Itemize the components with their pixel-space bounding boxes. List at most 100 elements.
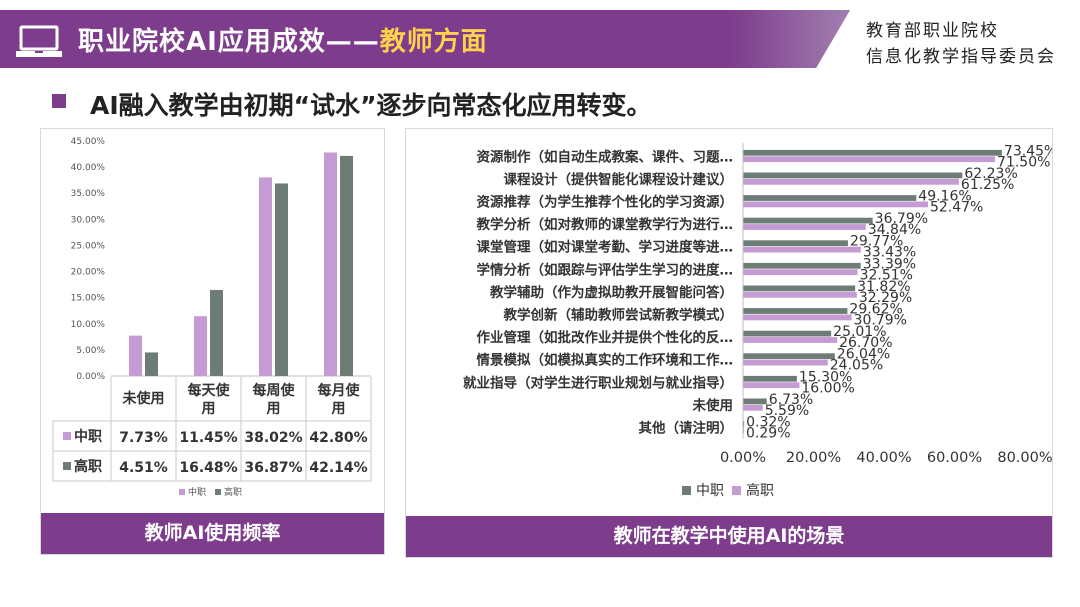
- table-row-label: 高职: [74, 458, 102, 475]
- data-label-zhongzhi: 29.77%: [850, 234, 903, 250]
- bar-zhongzhi: [743, 421, 745, 427]
- data-label-gaozhi: 33.43%: [863, 245, 916, 261]
- data-label-gaozhi: 16.00%: [801, 380, 854, 396]
- bar-zhongzhi: [194, 316, 207, 376]
- category-label: 课程设计（提供智能化课程设计建议）: [504, 171, 734, 188]
- bar-zhongzhi: [129, 335, 142, 376]
- category-label: 教学创新（辅助教师尝试新教学模式）: [504, 307, 734, 324]
- frequency-chart-title: 教师AI使用频率: [41, 513, 384, 554]
- page-title: 职业院校AI应用成效——教师方面: [78, 21, 488, 58]
- y-tick-label: 15.00%: [71, 294, 106, 304]
- bar-gaozhi: [743, 291, 857, 298]
- x-tick-label: 40.00%: [856, 450, 911, 466]
- bar-gaozhi: [743, 246, 861, 253]
- category-label: 就业指导（对学生进行职业规划与就业指导）: [463, 374, 733, 391]
- y-tick-label: 25.00%: [71, 241, 106, 251]
- table-cell-value: 7.73%: [119, 430, 168, 446]
- data-label-gaozhi: 5.59%: [765, 403, 809, 419]
- table-cell-value: 16.48%: [179, 460, 237, 476]
- data-label-zhongzhi: 25.01%: [833, 324, 886, 340]
- scenario-chart: 资源制作（如自动生成教案、课件、习题… 73.45%71.50% 课程设计（提供智能…: [463, 143, 1057, 499]
- bar-zhongzhi: [743, 217, 873, 224]
- data-label-zhongzhi: 36.79%: [875, 211, 928, 227]
- bar-zhongzhi: [743, 330, 832, 337]
- data-label-gaozhi: 52.47%: [930, 200, 983, 216]
- legend-key-gaozhi: [732, 486, 741, 495]
- data-label-gaozhi: 32.51%: [860, 267, 913, 283]
- y-tick-label: 45.00%: [71, 137, 106, 147]
- bullet-square: [52, 94, 66, 108]
- header-band: [0, 10, 850, 68]
- category-label: 课堂管理（如对课堂考勤、学习进度等进…: [477, 239, 734, 256]
- bar-zhongzhi: [743, 285, 856, 292]
- category-label: 未使用: [693, 397, 734, 414]
- table-cell-value: 38.02%: [244, 430, 302, 446]
- bar-zhongzhi: [743, 240, 848, 247]
- bar-gaozhi: [210, 289, 223, 376]
- x-tick-label: 0.00%: [720, 450, 766, 466]
- y-tick-label: 0.00%: [76, 372, 105, 382]
- bar-zhongzhi: [324, 152, 337, 376]
- data-label-gaozhi: 34.84%: [868, 222, 921, 238]
- table-cell-value: 42.14%: [309, 460, 367, 476]
- scenario-panel: 资源制作（如自动生成教案、课件、习题… 73.45% 71.50% 课程设计（提供智能…: [405, 128, 1057, 558]
- y-tick-label: 35.00%: [71, 189, 106, 199]
- org-name: 教育部职业院校 信息化教学指导委员会: [866, 18, 1076, 70]
- table-row-label: 中职: [74, 428, 102, 445]
- org-name-line2: 信息化教学指导委员会: [866, 47, 1056, 67]
- data-label-zhongzhi: 6.73%: [769, 392, 813, 408]
- legend-key-gaozhi: [215, 489, 221, 495]
- bar-zhongzhi: [743, 149, 1002, 156]
- org-name-line1: 教育部职业院校: [866, 21, 999, 41]
- data-label-zhongzhi: 15.30%: [799, 369, 852, 385]
- legend-label-zhongzhi: 中职: [696, 483, 724, 499]
- category-label: 学情分析（如跟踪与评估学生学习的进度…: [477, 261, 734, 278]
- category-label: 其他（请注明）: [639, 420, 734, 437]
- legend-key-zhongzhi: [179, 489, 185, 495]
- category-label: 资源制作（如自动生成教案、课件、习题…: [477, 148, 734, 165]
- bar-zhongzhi: [743, 398, 767, 405]
- data-label-zhongzhi: 26.04%: [837, 347, 890, 363]
- x-tick-label: 60.00%: [927, 450, 982, 466]
- y-tick-label: 10.00%: [71, 320, 106, 330]
- table-cell-value: 36.87%: [244, 460, 302, 476]
- category-label: 作业管理（如批改作业并提供个性化的反…: [477, 329, 734, 346]
- bar-zhongzhi: [259, 177, 272, 376]
- bar-zhongzhi: [743, 353, 835, 360]
- legend-label-gaozhi: 高职: [746, 482, 774, 499]
- page-title-prefix: 职业院校AI应用成效——: [78, 27, 380, 57]
- data-label-zhongzhi: 29.62%: [849, 302, 902, 318]
- legend-label-zhongzhi: 中职: [188, 486, 206, 498]
- bar-gaozhi: [743, 269, 858, 276]
- bar-zhongzhi: [743, 308, 848, 314]
- data-label-zhongzhi: 33.39%: [863, 256, 916, 272]
- bar-gaozhi: [340, 155, 353, 376]
- x-tick-label: 80.00%: [997, 450, 1052, 466]
- x-tick-label: 未使用: [123, 390, 165, 407]
- legend-key-gaozhi: [63, 462, 71, 470]
- x-tick-label: 用: [332, 401, 346, 417]
- data-label-zhongzhi: 31.82%: [857, 279, 910, 295]
- bar-zhongzhi: [743, 172, 963, 179]
- bar-gaozhi: [743, 337, 838, 343]
- bar-gaozhi: [145, 352, 158, 376]
- bar-gaozhi: [743, 382, 800, 389]
- y-tick-label: 5.00%: [76, 346, 105, 356]
- data-label-zhongzhi: 62.23%: [964, 166, 1017, 182]
- x-tick-label: 每月使: [318, 382, 361, 399]
- category-label: 教学分析（如对教师的课堂教学行为进行…: [477, 216, 734, 233]
- table-cell-value: 11.45%: [179, 430, 237, 446]
- data-label-zhongzhi: 0.32%: [746, 415, 790, 431]
- frequency-panel: 45.00% 40.00% 35.00% 30.00% 25.00% 20.00% 15.0…: [40, 128, 385, 555]
- bar-zhongzhi: [743, 262, 861, 269]
- bar-gaozhi: [743, 156, 996, 163]
- data-label-gaozhi: 0.29%: [746, 426, 790, 442]
- legend-label-gaozhi: 高职: [224, 486, 242, 498]
- legend-key-zhongzhi: [63, 432, 71, 440]
- table-cell-value: 4.51%: [119, 460, 168, 476]
- header-shade: [730, 10, 850, 68]
- y-tick-label: 40.00%: [71, 163, 106, 173]
- bar-gaozhi: [743, 178, 959, 185]
- x-tick-label: 每周使: [253, 382, 296, 399]
